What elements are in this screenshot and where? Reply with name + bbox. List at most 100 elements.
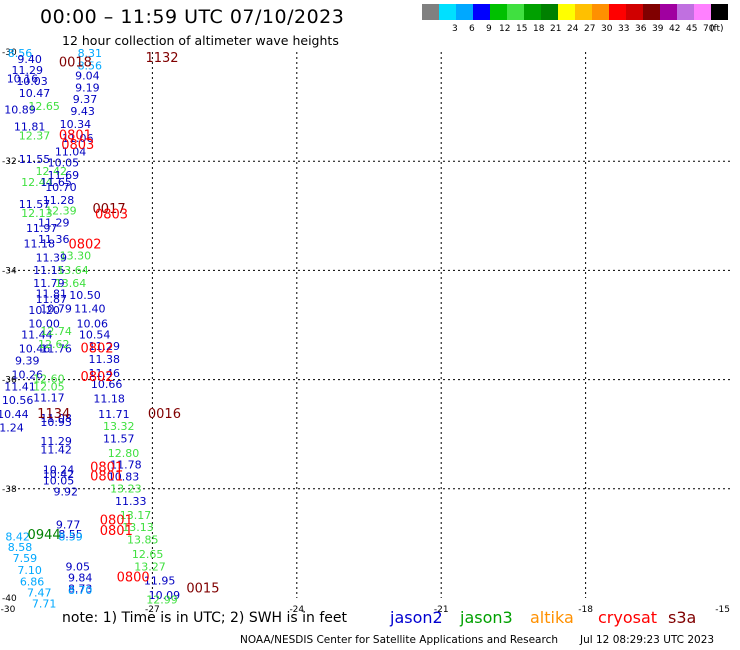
wave-height-value: 9.39	[15, 354, 40, 367]
color-scale-label: 70	[703, 24, 715, 34]
wave-height-value: 8.73	[68, 583, 93, 596]
wave-height-value: 11.95	[144, 574, 176, 587]
wave-height-value: 11.55	[19, 153, 51, 166]
color-swatch	[575, 4, 592, 20]
wave-height-value: 13.64	[55, 277, 87, 290]
color-scale-label: 9	[486, 24, 492, 34]
wave-height-value: 13.32	[103, 420, 135, 433]
pass-time-label: 0015	[186, 582, 219, 597]
axis-ticks: -30 -27 -24 -21 -18 -15 -30 -32 -34 -36 -38 -40	[1, 48, 730, 615]
wave-height-value: 8.55	[58, 528, 83, 541]
wave-height-value: 12.65	[28, 100, 60, 113]
color-scale-label: 36	[635, 24, 647, 34]
wave-height-value: 12.39	[45, 205, 77, 218]
wave-height-value: 11.42	[40, 443, 72, 456]
pass-time-label: 0802	[80, 370, 113, 385]
wave-height-value: 10.24	[43, 464, 75, 477]
wave-height-value: 10.83	[108, 471, 140, 484]
color-scale-label: 18	[533, 24, 545, 34]
pass-time-label: 0801	[90, 460, 123, 475]
wave-height-value: 8.56	[78, 59, 103, 72]
source-credit: NOAA/NESDIS Center for Satellite Applica…	[240, 634, 558, 646]
wave-height-value: 11.40	[74, 302, 106, 315]
wave-height-value: 11.46	[89, 367, 121, 380]
wave-height-value: 10.03	[16, 75, 48, 88]
color-swatch	[609, 4, 626, 20]
pass-time-label: 1134	[37, 407, 70, 422]
wave-height-value: 10.56	[2, 394, 34, 407]
color-swatch	[643, 4, 660, 20]
legend-jason2: jason2	[390, 608, 443, 627]
wave-height-value: 11.33	[115, 495, 147, 508]
wave-height-value: 11.81	[14, 121, 46, 134]
wave-height-value: 8.70	[68, 584, 93, 597]
pass-time-label: 0018	[59, 56, 92, 71]
wave-height-value: 8.42	[5, 531, 30, 544]
color-swatch	[711, 4, 728, 20]
wave-height-value: 11.15	[33, 264, 65, 277]
wave-height-value: 9.77	[56, 519, 81, 532]
wave-height-value: 9.19	[75, 81, 100, 94]
color-scale-label: 12	[499, 24, 511, 34]
wave-height-value: 13.13	[122, 521, 154, 534]
color-swatch	[422, 4, 439, 20]
color-scale-label: 21	[550, 24, 562, 34]
wave-height-value: 11.06	[62, 132, 94, 145]
wave-height-value: 10.00	[28, 318, 60, 331]
longitude-tick-label: -30	[1, 605, 16, 615]
wave-height-value: 13.23	[110, 483, 142, 496]
wave-height-value: 11.18	[93, 393, 125, 406]
wave-height-value: 11.78	[110, 459, 142, 472]
wave-height-value: 9.37	[73, 93, 98, 106]
color-swatch	[507, 4, 524, 20]
wave-height-value: 10.93	[40, 416, 72, 429]
wave-height-value: 10.66	[91, 378, 123, 391]
wave-height-value: 7.10	[17, 564, 42, 577]
generation-timestamp: Jul 12 08:29:23 UTC 2023	[580, 634, 715, 646]
wave-height-value: 8.56	[8, 47, 33, 60]
pass-time-label: 0801	[100, 513, 133, 528]
pass-time-labels: 0018 113208010803001708030802080208021134…	[28, 51, 220, 597]
wave-height-value: 13.64	[57, 264, 89, 277]
wave-height-value: 7.71	[32, 597, 57, 610]
color-swatch	[592, 4, 609, 20]
legend-altika: altika	[530, 608, 574, 627]
color-swatch	[456, 4, 473, 20]
pass-time-label: 0800	[117, 571, 150, 586]
wave-height-value: 12.62	[38, 338, 70, 351]
wave-height-value: 13.85	[127, 533, 159, 546]
color-scale-unit: (ft)	[710, 24, 724, 34]
wave-height-value: 8.58	[8, 541, 33, 554]
longitude-tick-label: -27	[145, 605, 160, 615]
wave-height-value: 10.70	[45, 181, 77, 194]
longitude-tick-label: -24	[289, 605, 304, 615]
wave-height-value: 10.26	[12, 369, 44, 382]
wave-height-value: 13.27	[134, 561, 166, 574]
wave-height-value: 11.29	[12, 64, 44, 77]
color-swatch	[626, 4, 643, 20]
wave-height-value: 11.18	[24, 237, 56, 250]
color-swatch	[490, 4, 507, 20]
color-scale-label: 30	[601, 24, 613, 34]
pass-time-label: 0944	[28, 528, 61, 543]
pass-time-label: 1132	[145, 51, 178, 66]
color-swatch	[541, 4, 558, 20]
color-scale-label: 24	[567, 24, 579, 34]
wave-height-value: 10.09	[149, 589, 181, 602]
wave-height-value: 9.84	[68, 572, 93, 585]
wave-height-value: 10.06	[76, 318, 108, 331]
wave-height-value: 11.29	[89, 340, 121, 353]
wave-height-value: 13.17	[120, 509, 152, 522]
page-subtitle: 12 hour collection of altimeter wave hei…	[62, 33, 339, 48]
wave-height-value: 9.04	[75, 69, 100, 82]
wave-height-value: 12.42	[36, 165, 68, 178]
color-scale-label: 42	[669, 24, 681, 34]
color-scale-label: 27	[584, 24, 596, 34]
wave-height-value: 12.65	[132, 548, 164, 561]
note-text: note: 1) Time is in UTC; 2) SWH is in fe…	[62, 610, 348, 626]
legend-cryosat: cryosat	[598, 608, 658, 627]
wave-height-value: 11.69	[48, 169, 80, 182]
wave-height-value: 11.29	[40, 435, 72, 448]
wave-height-value: 10.47	[19, 87, 51, 100]
